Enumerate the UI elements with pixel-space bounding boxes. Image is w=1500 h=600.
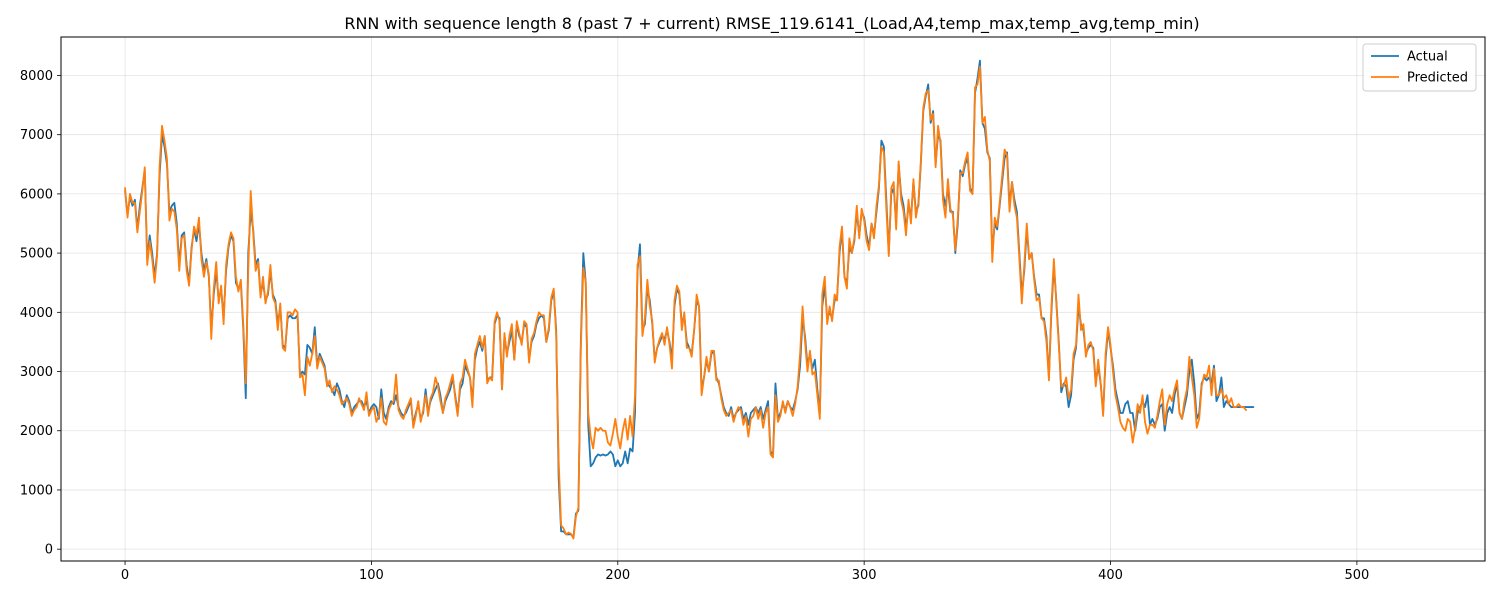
x-tick-label: 100 bbox=[359, 568, 384, 583]
chart-title: RNN with sequence length 8 (past 7 + cur… bbox=[344, 14, 1199, 34]
x-tick-label: 400 bbox=[1098, 568, 1123, 583]
x-tick-label: 500 bbox=[1344, 568, 1369, 583]
y-tick-label: 7000 bbox=[20, 128, 53, 143]
legend-label-predicted: Predicted bbox=[1407, 71, 1468, 86]
y-tick-label: 4000 bbox=[20, 306, 53, 321]
y-tick-label: 6000 bbox=[20, 187, 53, 202]
y-tick-label: 5000 bbox=[20, 247, 53, 262]
legend-label-actual: Actual bbox=[1407, 50, 1448, 65]
x-axis: 0 100 200 300 400 500 bbox=[121, 561, 1369, 583]
y-tick-label: 8000 bbox=[20, 69, 53, 84]
y-tick-label: 2000 bbox=[20, 424, 53, 439]
y-tick-label: 3000 bbox=[20, 365, 53, 380]
legend: Actual Predicted bbox=[1362, 43, 1477, 92]
y-axis: 0 1000 2000 3000 4000 5000 6000 7000 8000 bbox=[20, 69, 61, 558]
series-line-predicted bbox=[124, 65, 1247, 540]
y-tick-label: 1000 bbox=[20, 483, 53, 498]
plot-area bbox=[60, 36, 1486, 562]
series-layer bbox=[124, 59, 1255, 540]
series-line-actual bbox=[124, 59, 1255, 539]
x-tick-label: 300 bbox=[852, 568, 877, 583]
y-tick-label: 0 bbox=[45, 543, 53, 558]
x-tick-label: 0 bbox=[121, 568, 129, 583]
x-tick-label: 200 bbox=[605, 568, 630, 583]
